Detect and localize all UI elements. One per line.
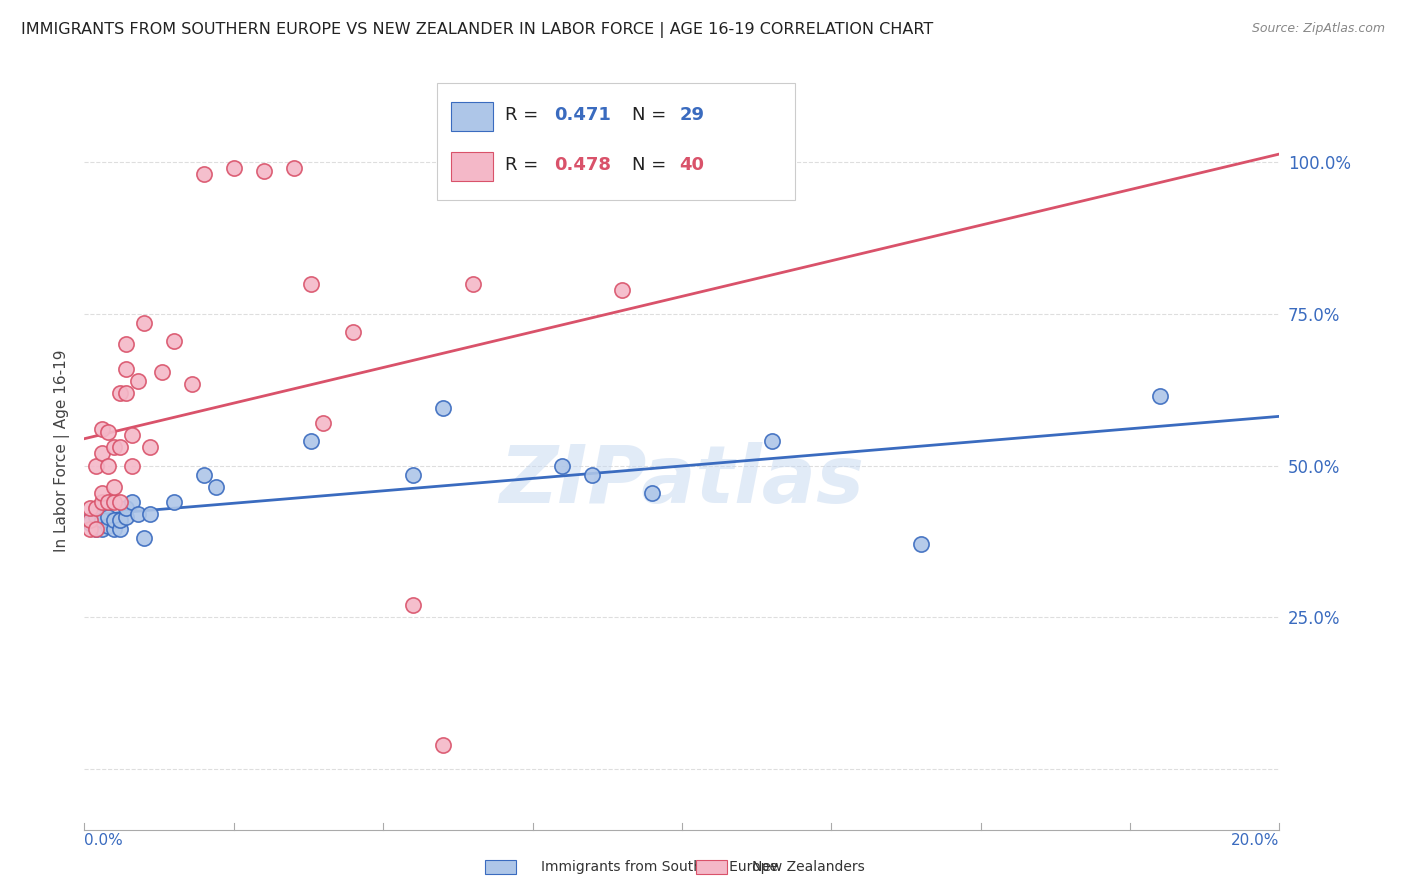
Point [312,416,335,430]
Point [432,401,454,415]
Point [86,522,108,536]
Point [205,480,228,494]
Text: 40: 40 [679,155,704,174]
Point [132,532,156,546]
Point [91,495,114,509]
Point [222,161,245,176]
Point [79,501,101,516]
Point [110,513,132,527]
Point [91,486,114,500]
Point [97,425,120,440]
Point [121,428,143,442]
Point [181,376,204,391]
Point [1149,389,1171,403]
Point [115,337,138,351]
Point [132,316,156,330]
Text: 0.471: 0.471 [554,105,612,124]
Text: Source: ZipAtlas.com: Source: ZipAtlas.com [1251,22,1385,36]
FancyBboxPatch shape [437,83,796,201]
Bar [485,860,516,874]
Point [163,495,186,509]
Point [402,598,425,612]
Point [91,446,114,460]
Point [115,501,138,516]
Text: 0.478: 0.478 [554,155,612,174]
Point [79,516,101,531]
Point [342,325,364,339]
Point [103,522,125,536]
Point [86,522,108,536]
Point [121,458,143,473]
Point [581,467,603,482]
Text: N =: N = [631,105,672,124]
Point [86,501,108,516]
Point [110,522,132,536]
Point [97,519,120,533]
Point [641,486,664,500]
FancyBboxPatch shape [451,103,494,131]
Point [91,513,114,527]
Point [103,513,125,527]
Text: N =: N = [631,155,672,174]
Point [402,467,425,482]
Text: R =: R = [505,105,544,124]
Point [121,495,143,509]
Point [127,507,149,521]
Point [461,277,484,291]
Text: R =: R = [505,155,544,174]
Point [110,495,132,509]
Text: 0.0%: 0.0% [84,832,124,847]
Point [301,434,323,449]
Point [139,441,162,455]
Point [110,385,132,400]
Point [91,522,114,536]
Point [79,513,101,527]
Text: Immigrants from Southern Europe: Immigrants from Southern Europe [541,860,779,874]
Text: New Zealanders: New Zealanders [752,860,865,874]
Text: ZIPatlas: ZIPatlas [499,442,865,520]
Bar [696,860,727,874]
Text: 29: 29 [679,105,704,124]
Point [432,738,454,752]
Point [79,522,101,536]
FancyBboxPatch shape [451,153,494,181]
Point [115,361,138,376]
Point [97,458,120,473]
Point [97,510,120,524]
Point [193,168,215,182]
Text: 20.0%: 20.0% [1232,832,1279,847]
Point [761,434,783,449]
Point [139,507,162,521]
Point [86,458,108,473]
Point [551,458,574,473]
Point [115,385,138,400]
Point [910,537,932,551]
Point [86,510,108,524]
Point [110,441,132,455]
Point [612,283,634,297]
Point [127,374,149,388]
Text: IMMIGRANTS FROM SOUTHERN EUROPE VS NEW ZEALANDER IN LABOR FORCE | AGE 16-19 CORR: IMMIGRANTS FROM SOUTHERN EUROPE VS NEW Z… [21,22,934,38]
Point [301,277,323,291]
Point [193,467,215,482]
Y-axis label: In Labor Force | Age 16-19: In Labor Force | Age 16-19 [55,349,70,552]
Point [103,480,125,494]
Point [150,365,173,379]
Point [91,422,114,436]
Point [253,164,276,178]
Point [115,510,138,524]
Point [103,441,125,455]
Point [103,495,125,509]
Point [163,334,186,349]
Point [97,495,120,509]
Point [283,161,305,176]
